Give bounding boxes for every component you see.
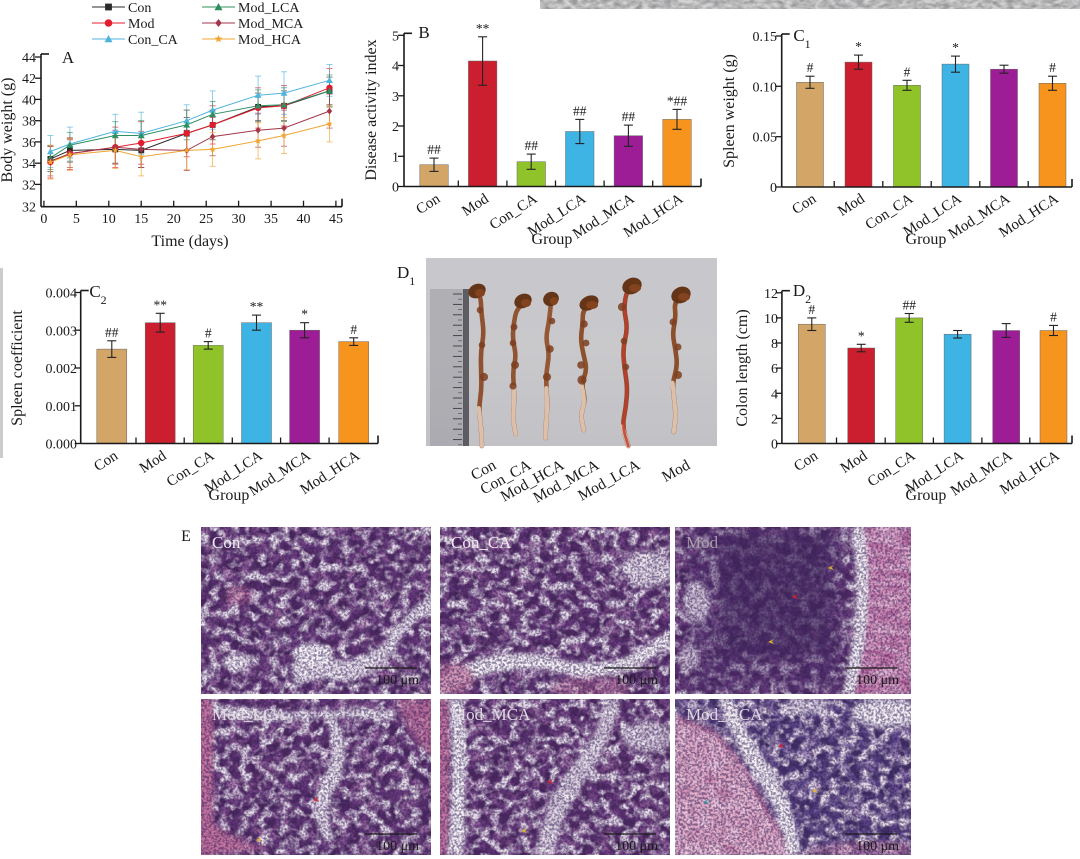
svg-text:15: 15 <box>134 212 148 227</box>
svg-text:10: 10 <box>102 212 116 227</box>
svg-text:42: 42 <box>22 72 36 87</box>
svg-text:Group: Group <box>906 487 947 504</box>
svg-text:*: * <box>301 307 308 322</box>
svg-text:100 μm: 100 μm <box>376 839 419 854</box>
svg-text:Mod: Mod <box>128 17 154 32</box>
svg-text:25: 25 <box>199 212 213 227</box>
svg-text:0.004: 0.004 <box>46 287 78 302</box>
svg-text:100 μm: 100 μm <box>615 673 658 688</box>
svg-text:Group: Group <box>906 231 947 248</box>
svg-text:Mod_MCA: Mod_MCA <box>451 705 531 724</box>
svg-text:Spleen weight (g): Spleen weight (g) <box>721 54 738 168</box>
svg-text:30: 30 <box>232 212 246 227</box>
svg-text:0.002: 0.002 <box>46 362 78 377</box>
svg-text:2: 2 <box>771 412 778 427</box>
svg-text:10: 10 <box>764 312 778 327</box>
svg-text:1: 1 <box>392 150 399 165</box>
svg-text:Mod_LCA: Mod_LCA <box>212 705 287 724</box>
svg-text:20: 20 <box>167 212 181 227</box>
svg-text:##: ## <box>524 138 538 153</box>
svg-text:Mod_MCA: Mod_MCA <box>238 17 304 32</box>
svg-text:44: 44 <box>22 51 36 66</box>
svg-text:**: ** <box>153 297 167 312</box>
svg-text:0.000: 0.000 <box>46 438 78 453</box>
svg-text:0: 0 <box>40 212 47 227</box>
svg-text:Colon length (cm): Colon length (cm) <box>734 309 751 426</box>
svg-text:Time (days): Time (days) <box>151 233 228 250</box>
svg-text:*: * <box>952 40 959 55</box>
svg-text:##: ## <box>573 103 587 118</box>
svg-text:0.001: 0.001 <box>46 400 78 415</box>
svg-text:8: 8 <box>771 337 778 352</box>
svg-text:100 μm: 100 μm <box>856 673 899 688</box>
svg-text:Con_CA: Con_CA <box>451 533 512 552</box>
svg-text:#: # <box>808 302 815 317</box>
svg-text:0.003: 0.003 <box>46 324 78 339</box>
svg-text:36: 36 <box>22 136 36 151</box>
svg-text:Mod: Mod <box>686 533 719 552</box>
svg-text:0.05: 0.05 <box>753 131 778 146</box>
svg-text:6: 6 <box>771 362 778 377</box>
svg-text:40: 40 <box>22 93 36 108</box>
svg-text:#: # <box>904 64 911 79</box>
svg-text:38: 38 <box>22 115 36 130</box>
svg-text:*##: *## <box>667 93 688 108</box>
svg-text:3: 3 <box>392 90 399 105</box>
svg-text:5: 5 <box>73 212 80 227</box>
svg-text:0: 0 <box>770 181 777 196</box>
svg-text:Group: Group <box>209 487 250 504</box>
svg-text:35: 35 <box>264 212 278 227</box>
svg-text:B: B <box>418 23 429 42</box>
svg-text:Mod_LCA: Mod_LCA <box>238 1 300 16</box>
svg-text:*: * <box>858 328 865 343</box>
svg-text:#: # <box>350 322 357 337</box>
svg-text:12: 12 <box>764 287 778 302</box>
svg-text:45: 45 <box>329 212 343 227</box>
svg-text:#: # <box>1049 60 1056 75</box>
svg-text:*: * <box>855 39 862 54</box>
svg-text:Group: Group <box>532 231 573 248</box>
svg-text:Mod_HCA: Mod_HCA <box>686 705 763 724</box>
svg-text:Spleen coefficient: Spleen coefficient <box>9 310 26 426</box>
svg-text:##: ## <box>902 298 916 313</box>
svg-text:0: 0 <box>771 438 778 453</box>
svg-text:0.10: 0.10 <box>753 80 778 95</box>
svg-text:2: 2 <box>392 120 399 135</box>
svg-text:100 μm: 100 μm <box>376 673 419 688</box>
svg-text:##: ## <box>622 109 636 124</box>
svg-text:0.15: 0.15 <box>753 30 778 45</box>
svg-text:Body weight (g): Body weight (g) <box>0 78 16 183</box>
svg-text:##: ## <box>105 325 119 340</box>
svg-text:Mod_HCA: Mod_HCA <box>238 33 302 48</box>
svg-text:100 μm: 100 μm <box>615 839 658 854</box>
svg-text:100 μm: 100 μm <box>856 839 899 854</box>
svg-text:0: 0 <box>392 181 399 196</box>
svg-text:#: # <box>205 326 212 341</box>
svg-text:#: # <box>1050 309 1057 324</box>
svg-text:4: 4 <box>771 387 778 402</box>
svg-text:Con: Con <box>212 533 241 552</box>
svg-text:34: 34 <box>22 157 36 172</box>
svg-text:32: 32 <box>22 178 36 193</box>
svg-text:32: 32 <box>22 201 36 216</box>
svg-text:4: 4 <box>392 60 399 75</box>
svg-text:E: E <box>181 528 191 545</box>
svg-text:##: ## <box>427 142 441 157</box>
svg-text:40: 40 <box>297 212 311 227</box>
svg-text:Disease activity index: Disease activity index <box>363 39 380 180</box>
svg-text:Con_CA: Con_CA <box>128 33 179 48</box>
svg-text:Con: Con <box>128 1 151 16</box>
svg-text:A: A <box>62 48 75 67</box>
svg-text:**: ** <box>250 299 264 314</box>
svg-text:#: # <box>807 60 814 75</box>
svg-text:5: 5 <box>392 29 399 44</box>
svg-text:**: ** <box>476 21 490 36</box>
